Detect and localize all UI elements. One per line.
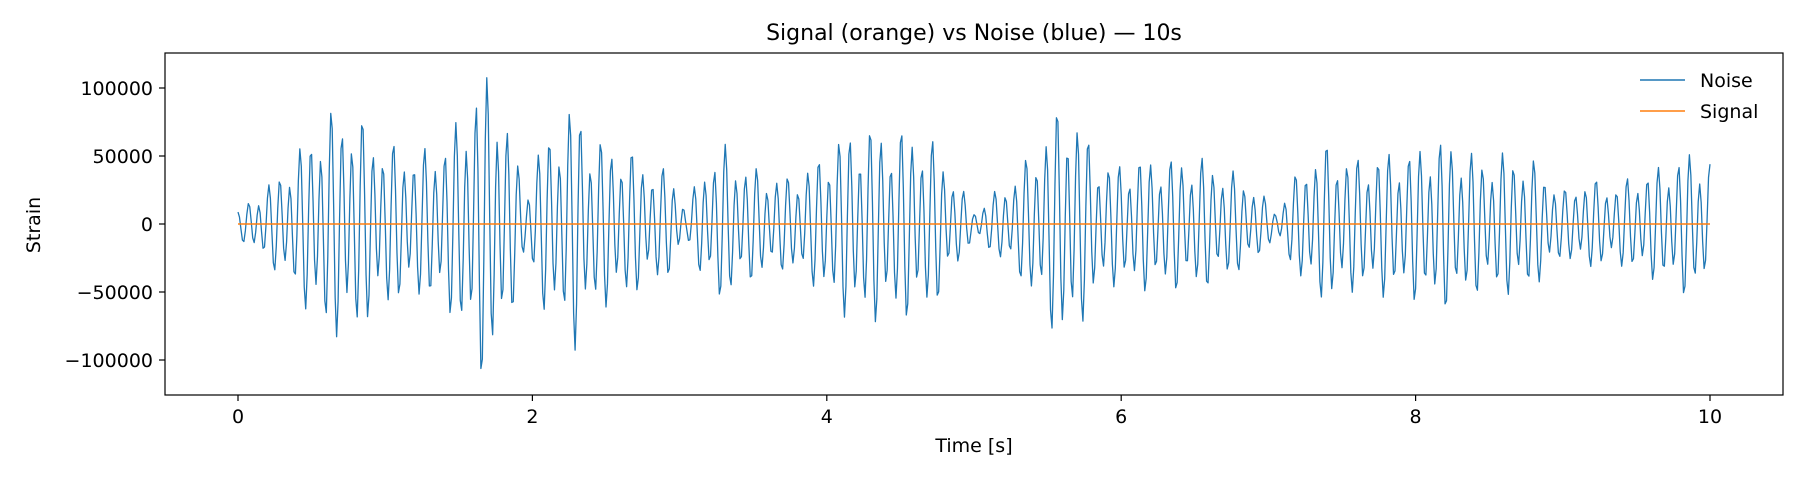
- x-axis-label: Time [s]: [934, 435, 1012, 457]
- x-tick-label: 8: [1410, 406, 1422, 428]
- plot-frame: [164, 52, 1784, 396]
- chart-title: Signal (orange) vs Noise (blue) — 10s: [766, 21, 1182, 46]
- x-tick-label: 6: [1115, 406, 1127, 428]
- y-tick-label: 100000: [80, 78, 153, 100]
- x-tick-label: 10: [1698, 406, 1722, 428]
- plot-area: [237, 77, 1711, 370]
- y-tick-label: −100000: [65, 350, 153, 372]
- x-tick-label: 4: [821, 406, 833, 428]
- x-tick-label: 2: [526, 406, 538, 428]
- legend-label-signal: Signal: [1700, 101, 1758, 123]
- series-line-noise: [237, 77, 1711, 370]
- y-axis-label: Strain: [23, 197, 45, 253]
- axis-ticks: 0 2 4 6 8 10 100000 50000 0 −50000 −100000: [65, 78, 1723, 428]
- y-tick-label: 50000: [93, 146, 153, 168]
- legend: Noise Signal: [1640, 70, 1758, 123]
- x-tick-label: 0: [232, 406, 244, 428]
- y-tick-label: −50000: [77, 282, 153, 304]
- y-tick-label: 0: [141, 214, 153, 236]
- legend-label-noise: Noise: [1700, 70, 1753, 92]
